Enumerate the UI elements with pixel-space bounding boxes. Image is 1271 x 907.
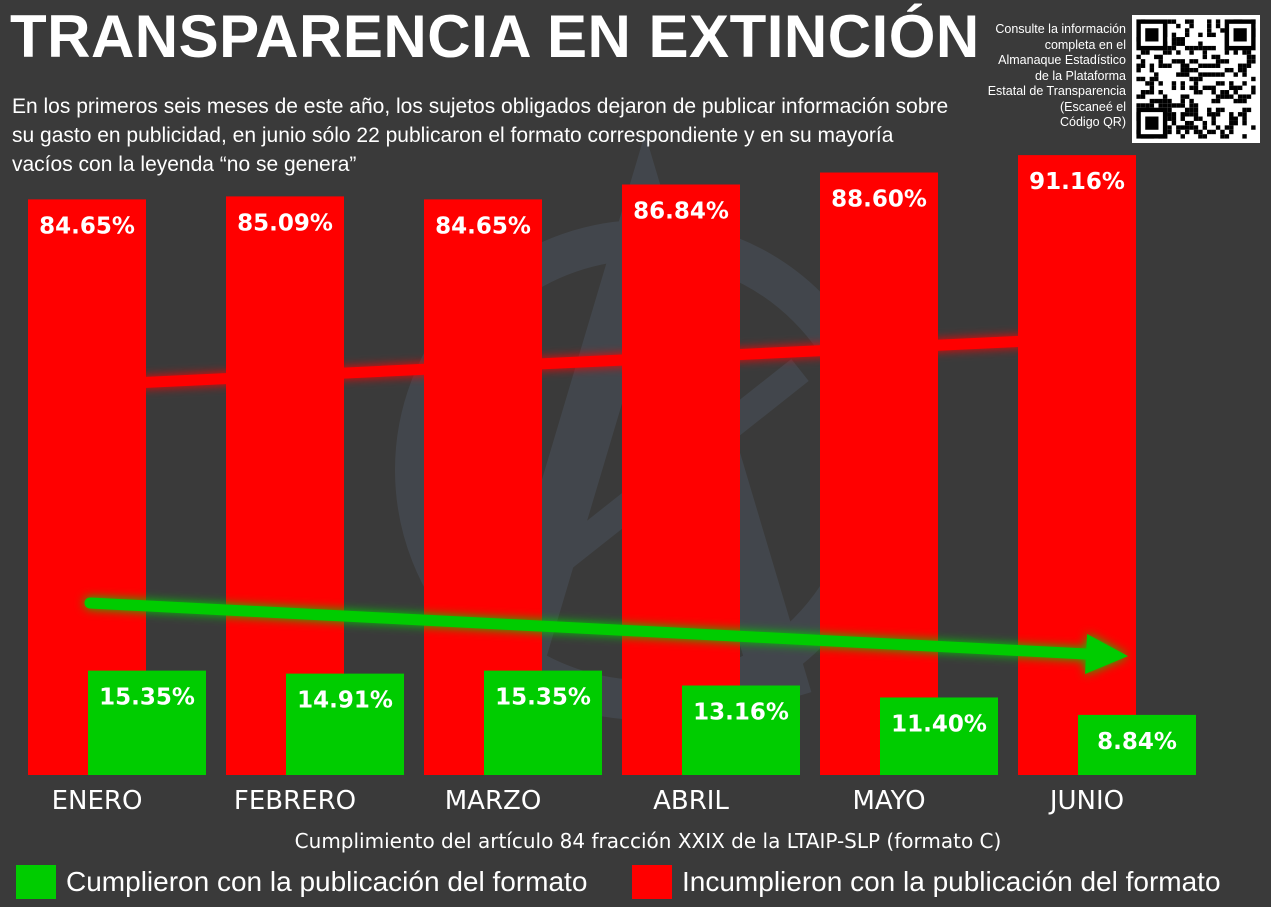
data-label-incumplieron: 91.16% (1029, 169, 1125, 195)
x-tick-label: JUNIO (1048, 786, 1124, 816)
legend-item-incumplieron: Incumplieron con la publicación del form… (632, 864, 1221, 900)
qr-note: Consulte la información completa en el A… (960, 22, 1126, 131)
x-tick-label: ENERO (52, 786, 143, 816)
trend-arrow-cumplieron (84, 597, 1128, 674)
bar-cumplieron-mayo (880, 697, 998, 775)
qr-code-icon[interactable] (1132, 15, 1260, 143)
qr-note-line: Consulte la información (995, 22, 1126, 36)
data-label-cumplieron: 14.91% (297, 688, 393, 714)
data-label-cumplieron: 13.16% (693, 700, 789, 726)
qr-note-line: Estatal de Transparencia (987, 84, 1126, 98)
bar-cumplieron-abril (682, 685, 800, 775)
data-label-incumplieron: 84.65% (39, 213, 135, 239)
x-tick-label: MARZO (445, 786, 542, 816)
data-label-cumplieron: 8.84% (1097, 729, 1177, 755)
bar-cumplieron-enero (88, 670, 206, 775)
legend-label: Incumplieron con la publicación del form… (682, 866, 1221, 897)
x-tick-label: MAYO (852, 786, 925, 816)
qr-note-line: (Escaneé el (1059, 99, 1126, 114)
trend-arrow-incumplieron (84, 318, 1128, 391)
bar-cumplieron-junio (1078, 714, 1196, 775)
bar-incumplieron-abril (622, 184, 740, 775)
chart-subtitle: En los primeros seis meses de este año, … (12, 95, 949, 176)
legend-label: Cumplieron con la publicación del format… (66, 866, 588, 897)
legend-swatch (632, 865, 672, 899)
qr-note-line: de la Plataforma (1034, 68, 1126, 83)
data-label-incumplieron: 84.65% (435, 213, 531, 239)
bar-cumplieron-febrero (286, 673, 404, 775)
chart-title: TRANSPARENCIA EN EXTINCIÓN (10, 3, 980, 70)
data-label-incumplieron: 86.84% (633, 198, 729, 224)
x-tick-label: ABRIL (653, 786, 729, 816)
legend-swatch (16, 865, 56, 899)
data-label-incumplieron: 88.60% (831, 187, 927, 213)
qr-note-line: completa en el (1044, 37, 1126, 52)
qr-note-line: Almanaque Estadístico (998, 53, 1126, 67)
data-label-cumplieron: 15.35% (495, 685, 591, 711)
legend-item-cumplieron: Cumplieron con la publicación del format… (16, 864, 587, 900)
bar-incumplieron-mayo (820, 172, 938, 775)
bar-cumplieron-marzo (484, 670, 602, 775)
qr-note-line: Código QR) (1060, 115, 1126, 129)
data-label-incumplieron: 85.09% (237, 210, 333, 236)
bar-incumplieron-junio (1018, 155, 1136, 775)
x-axis-title: Cumplimiento del artículo 84 fracción XX… (295, 829, 1002, 853)
data-label-cumplieron: 15.35% (99, 685, 195, 711)
x-tick-label: FEBRERO (234, 786, 356, 816)
data-label-cumplieron: 11.40% (891, 711, 987, 737)
